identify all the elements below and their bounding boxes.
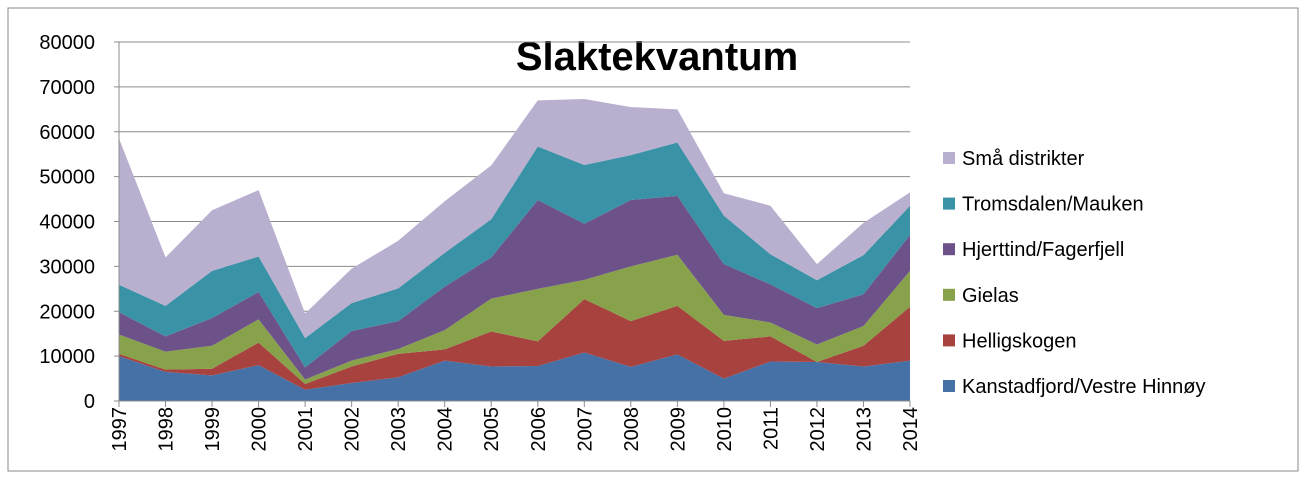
x-tick-label: 2006 xyxy=(528,407,550,452)
x-tick-label: 2009 xyxy=(667,407,689,452)
x-tick-label: 2013 xyxy=(853,407,875,452)
y-tick-label: 30000 xyxy=(39,256,95,278)
legend-swatch xyxy=(943,288,955,301)
y-tick-label: 50000 xyxy=(39,167,95,189)
x-tick-label: 2014 xyxy=(900,407,922,452)
legend-label: Helligskogen xyxy=(962,330,1077,352)
area xyxy=(119,98,910,339)
x-tick-label: 2004 xyxy=(435,407,457,452)
area xyxy=(119,352,910,401)
legend-swatch xyxy=(943,243,955,256)
area xyxy=(119,142,910,368)
x-tick-label: 2001 xyxy=(295,407,317,452)
axes: 0 10000 20000 30000 40000 50000 60000 70000 8000… xyxy=(39,32,922,452)
x-tick-label: 2012 xyxy=(807,407,829,452)
x-tick-label: 2011 xyxy=(760,407,782,450)
legend-label: Små distrikter xyxy=(962,148,1085,170)
legend-swatch xyxy=(943,334,955,347)
y-tick-label: 0 xyxy=(84,391,95,413)
area xyxy=(119,254,910,384)
legend-label: Tromsdalen/Mauken xyxy=(962,194,1144,216)
y-tick-label: 20000 xyxy=(39,301,95,323)
legend-label: Hjerttind/Fagerfjell xyxy=(962,239,1124,261)
x-tick-label: 1998 xyxy=(156,407,178,452)
legend-swatch xyxy=(943,380,955,392)
y-tick-label: 70000 xyxy=(39,77,95,99)
y-tick-label: 40000 xyxy=(39,212,95,234)
x-tick-label: 2005 xyxy=(481,407,503,452)
x-tick-label: 2002 xyxy=(342,407,364,452)
legend-swatch xyxy=(943,152,955,164)
area xyxy=(119,299,910,390)
y-tick-label: 80000 xyxy=(39,32,95,54)
legend: Små distrikter Tromsdalen/Mauken Hjerttind… xyxy=(943,148,1205,398)
x-tick-label: 1999 xyxy=(202,407,224,452)
y-tick-label: 60000 xyxy=(39,122,95,144)
x-tick-label: 1997 xyxy=(109,407,131,452)
area xyxy=(119,195,910,380)
legend-swatch xyxy=(943,197,955,210)
x-tick-label: 2000 xyxy=(249,407,271,452)
legend-label: Gielas xyxy=(962,285,1019,307)
x-tick-label: 2008 xyxy=(621,407,643,452)
legend-label: Kanstadfjord/Vestre Hinnøy xyxy=(962,376,1205,398)
areas xyxy=(119,98,910,401)
x-tick-label: 2007 xyxy=(574,407,596,452)
x-tick-label: 2003 xyxy=(388,407,410,452)
y-tick-label: 10000 xyxy=(39,346,95,368)
x-tick-label: 2010 xyxy=(714,407,736,452)
